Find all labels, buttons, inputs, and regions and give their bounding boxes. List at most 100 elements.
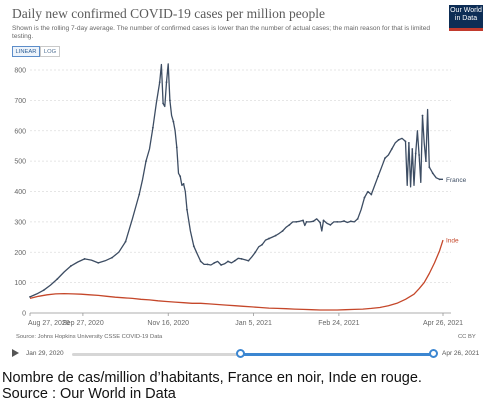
y-tick-label: 200 — [14, 250, 26, 257]
data-point — [322, 219, 325, 222]
y-tick-label: 600 — [14, 128, 26, 135]
data-point — [145, 160, 147, 163]
data-point — [319, 221, 322, 224]
y-tick-label: 800 — [14, 68, 26, 75]
data-point — [377, 175, 380, 178]
data-point — [206, 263, 209, 266]
timeline-selected-range — [241, 353, 434, 356]
y-tick-label: 400 — [14, 189, 26, 196]
line-chart: 0 100 200 300 400 500 600 700 800 Aug 27, 2020Se… — [14, 63, 467, 327]
data-point — [192, 245, 195, 248]
y-tick-label: 700 — [14, 98, 26, 105]
data-point — [274, 234, 277, 237]
caption-line-2: Source : Our World in Data — [2, 386, 176, 402]
data-point — [199, 260, 202, 263]
data-point — [158, 81, 161, 84]
data-point — [151, 126, 154, 129]
chart-series: France Inde — [29, 63, 467, 311]
data-point — [418, 154, 421, 156]
data-point — [305, 220, 308, 223]
source-note[interactable]: Source: Johns Hopkins University CSSE CO… — [16, 334, 163, 340]
data-point — [390, 148, 393, 150]
timeline-end-handle[interactable] — [429, 349, 438, 358]
data-point — [268, 237, 270, 240]
data-point — [411, 148, 414, 150]
timeline-end-label: Apr 26, 2021 — [442, 350, 480, 357]
data-point — [70, 265, 72, 267]
owid-logo[interactable]: Our World in Data — [449, 5, 483, 31]
data-point — [421, 114, 424, 117]
data-point — [111, 256, 113, 259]
x-tick-label: Aug 27, 2020 — [28, 320, 70, 327]
x-tick-label: Jan 5, 2021 — [235, 320, 272, 327]
data-point — [414, 152, 417, 155]
y-axis-ticks: 0 100 200 300 400 500 600 700 800 — [14, 68, 26, 318]
data-point — [438, 178, 441, 181]
data-point — [186, 208, 188, 211]
data-point — [233, 259, 236, 262]
data-point — [138, 193, 141, 196]
caption-line-1: Nombre de cas/million d’habitants, Franc… — [2, 370, 422, 386]
data-point — [254, 251, 257, 254]
data-point — [363, 196, 366, 199]
chart-title: Daily new confirmed COVID-19 cases per m… — [12, 6, 326, 21]
data-point — [42, 289, 45, 292]
data-point — [261, 243, 263, 246]
y-tick-label: 0 — [22, 311, 26, 318]
data-point — [336, 220, 339, 223]
x-tick-label: Apr 26, 2021 — [423, 320, 463, 327]
data-point — [329, 224, 332, 226]
data-point — [247, 259, 250, 262]
chart-grid — [30, 69, 451, 314]
data-point — [397, 138, 400, 141]
data-point — [83, 258, 86, 260]
data-point — [179, 175, 182, 178]
data-point — [213, 261, 216, 264]
license-note[interactable]: CC BY — [458, 334, 476, 340]
data-point — [428, 166, 431, 169]
chart-subtitle: Shown is the rolling 7-day average. The … — [12, 25, 431, 40]
data-point — [425, 160, 427, 163]
x-tick-label: Nov 16, 2020 — [147, 320, 189, 327]
data-point — [356, 217, 359, 220]
data-point — [56, 278, 59, 280]
data-point — [343, 220, 345, 222]
log-scale-button[interactable]: LOG — [40, 46, 60, 57]
data-point — [240, 258, 243, 260]
data-point — [175, 146, 178, 149]
y-tick-label: 300 — [14, 219, 26, 226]
data-point — [165, 81, 168, 84]
y-tick-label: 100 — [14, 280, 26, 287]
data-point — [172, 120, 175, 123]
series-label-france: France — [446, 177, 467, 184]
figure-caption: Nombre de cas/million d’habitants, Franc… — [2, 370, 422, 402]
series-line-france — [29, 63, 443, 298]
data-point — [227, 260, 229, 263]
data-point — [281, 230, 284, 232]
x-tick-label: Sep 27, 2020 — [62, 320, 104, 327]
data-point — [288, 224, 291, 226]
data-point — [384, 157, 386, 159]
data-point — [169, 99, 171, 102]
play-icon[interactable] — [12, 349, 19, 357]
series-line-inde — [29, 239, 444, 311]
data-point — [182, 183, 185, 185]
data-point — [349, 220, 352, 223]
data-point — [97, 261, 100, 264]
data-point — [29, 296, 31, 298]
data-point — [162, 102, 165, 105]
data-point — [295, 220, 298, 223]
y-tick-label: 500 — [14, 159, 26, 166]
data-point — [124, 240, 127, 243]
x-tick-label: Feb 24, 2021 — [318, 320, 359, 327]
data-point — [302, 219, 304, 222]
data-point — [407, 142, 410, 144]
data-point — [404, 140, 407, 143]
timeline-start-handle[interactable] — [236, 349, 245, 358]
data-point — [312, 220, 315, 223]
data-point — [220, 264, 223, 266]
series-label-inde: Inde — [446, 238, 459, 245]
linear-scale-button[interactable]: LINEAR — [12, 46, 40, 57]
data-point — [370, 193, 373, 196]
